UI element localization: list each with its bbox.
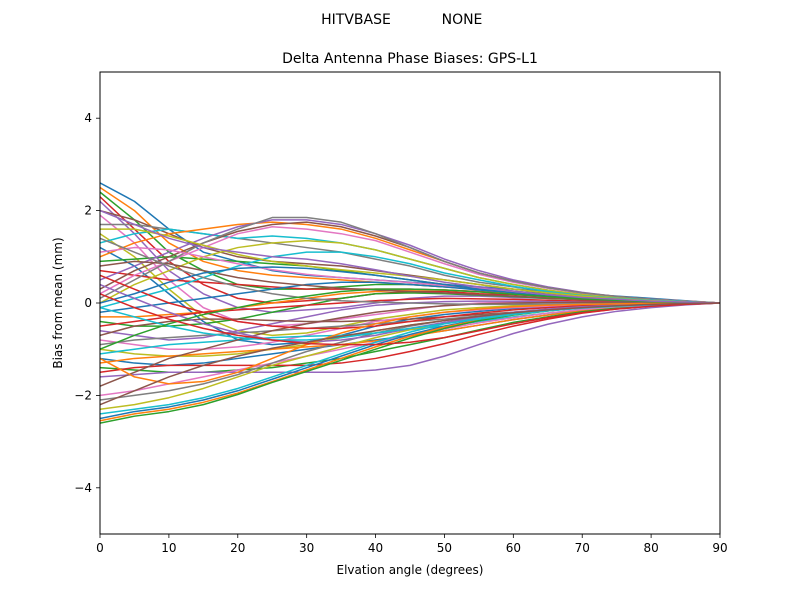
- series-line-36: [100, 301, 720, 387]
- y-axis-ticks: −4 −2 0 2 4: [74, 111, 100, 495]
- series-line-56: [100, 302, 720, 406]
- series-layer: [100, 182, 720, 424]
- series-line-54: [100, 293, 720, 346]
- series-line-55: [100, 209, 720, 304]
- x-tick-label: 30: [299, 541, 314, 555]
- series-line-52: [100, 302, 720, 385]
- y-tick-label: 0: [84, 296, 92, 310]
- suptitle-right: NONE: [442, 12, 483, 28]
- y-tick-label: −4: [74, 481, 92, 495]
- x-tick-label: 80: [643, 541, 658, 555]
- series-line-35: [100, 302, 720, 378]
- x-tick-label: 20: [230, 541, 245, 555]
- x-axis-label: Elvation angle (degrees): [337, 563, 484, 577]
- series-line-18: [100, 216, 720, 304]
- y-tick-label: 2: [84, 204, 92, 218]
- x-tick-label: 70: [575, 541, 590, 555]
- series-line-53: [100, 288, 720, 350]
- y-axis-label: Bias from mean (mm): [51, 237, 65, 368]
- x-tick-label: 60: [506, 541, 521, 555]
- x-tick-label: 90: [712, 541, 727, 555]
- x-tick-label: 0: [96, 541, 104, 555]
- x-tick-label: 40: [368, 541, 383, 555]
- x-tick-label: 10: [161, 541, 176, 555]
- x-axis-ticks: 0 10 20 30 40 50 60 70 80 90: [96, 534, 728, 555]
- suptitle-left: HITVBASE: [321, 12, 391, 28]
- y-tick-label: −2: [74, 388, 92, 402]
- chart-title: Delta Antenna Phase Biases: GPS-L1: [282, 51, 538, 67]
- x-tick-label: 50: [437, 541, 452, 555]
- y-tick-label: 4: [84, 111, 92, 125]
